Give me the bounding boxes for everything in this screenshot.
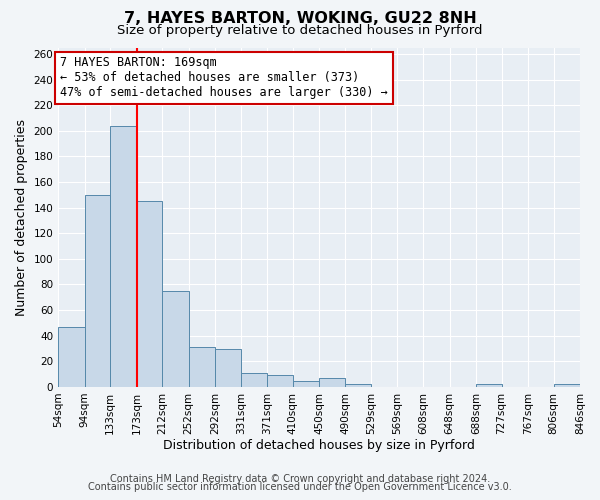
Bar: [162, 291, 188, 387]
Bar: [476, 384, 502, 387]
Text: 7 HAYES BARTON: 169sqm
← 53% of detached houses are smaller (373)
47% of semi-de: 7 HAYES BARTON: 169sqm ← 53% of detached…: [60, 56, 388, 100]
Bar: [293, 380, 319, 387]
Text: 7, HAYES BARTON, WOKING, GU22 8NH: 7, HAYES BARTON, WOKING, GU22 8NH: [124, 11, 476, 26]
Bar: [346, 384, 371, 387]
Bar: [319, 378, 346, 387]
Text: Contains public sector information licensed under the Open Government Licence v3: Contains public sector information licen…: [88, 482, 512, 492]
Bar: [85, 195, 110, 387]
Bar: [241, 373, 267, 387]
Text: Contains HM Land Registry data © Crown copyright and database right 2024.: Contains HM Land Registry data © Crown c…: [110, 474, 490, 484]
Bar: [188, 347, 215, 387]
X-axis label: Distribution of detached houses by size in Pyrford: Distribution of detached houses by size …: [163, 440, 475, 452]
Y-axis label: Number of detached properties: Number of detached properties: [15, 118, 28, 316]
Bar: [215, 348, 241, 387]
Bar: [110, 126, 137, 387]
Bar: [58, 327, 85, 387]
Text: Size of property relative to detached houses in Pyrford: Size of property relative to detached ho…: [117, 24, 483, 37]
Bar: [267, 376, 293, 387]
Bar: [137, 201, 162, 387]
Bar: [554, 384, 580, 387]
